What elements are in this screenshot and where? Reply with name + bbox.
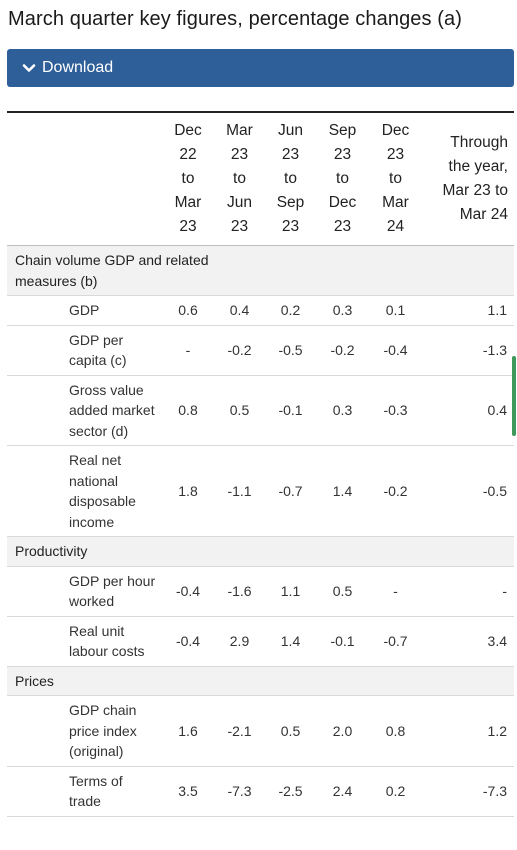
chevron-down-icon bbox=[22, 61, 36, 75]
cell-value: 1.8 bbox=[162, 445, 214, 537]
section-label: Chain volume GDP and related measures (b… bbox=[15, 252, 209, 289]
download-label: Download bbox=[42, 59, 114, 76]
table-row: GDP per capita (c) - -0.2 -0.5 -0.2 -0.4… bbox=[7, 325, 514, 376]
cell-value: -0.5 bbox=[422, 445, 514, 537]
cell-value: 1.2 bbox=[422, 695, 514, 767]
cell-value: - bbox=[162, 325, 214, 376]
cell-value: 1.6 bbox=[162, 695, 214, 767]
cell-value: 1.1 bbox=[422, 295, 514, 326]
cell-value: 2.0 bbox=[316, 695, 369, 767]
cell-value: -0.2 bbox=[316, 325, 369, 376]
cell-value: -0.5 bbox=[265, 325, 316, 376]
header-blank bbox=[7, 112, 162, 246]
download-button[interactable]: Download bbox=[7, 49, 514, 87]
section-row: Chain volume GDP and related measures (b… bbox=[7, 245, 514, 296]
row-label: Gross value added market sector (d) bbox=[7, 375, 162, 446]
column-header: Mar 23 to Jun 23 bbox=[214, 112, 265, 246]
cell-value: 0.2 bbox=[265, 295, 316, 326]
cell-value: 1.1 bbox=[265, 566, 316, 617]
cell-value: - bbox=[422, 566, 514, 617]
cell-value: 0.3 bbox=[316, 295, 369, 326]
row-label: Terms of trade bbox=[7, 766, 162, 817]
scroll-indicator[interactable] bbox=[512, 356, 516, 436]
row-label: Real net national disposable income bbox=[7, 445, 162, 537]
column-header: Sep 23 to Dec 23 bbox=[316, 112, 369, 246]
cell-value: -2.1 bbox=[214, 695, 265, 767]
table-row: Gross value added market sector (d) 0.8 … bbox=[7, 375, 514, 446]
cell-value: 0.2 bbox=[369, 766, 422, 817]
header-row: Dec 22 to Mar 23 Mar 23 to Jun 23 Jun 23 to Sep 23 S… bbox=[7, 112, 514, 246]
cell-value: -0.7 bbox=[369, 616, 422, 667]
cell-value: -0.4 bbox=[162, 616, 214, 667]
column-header: Dec 23 to Mar 24 bbox=[369, 112, 422, 246]
cell-value: 3.4 bbox=[422, 616, 514, 667]
cell-value: 0.8 bbox=[162, 375, 214, 446]
cell-value: 0.6 bbox=[162, 295, 214, 326]
cell-value: -0.3 bbox=[369, 375, 422, 446]
table-row: Terms of trade 3.5 -7.3 -2.5 2.4 0.2 -7.… bbox=[7, 766, 514, 817]
cell-value: -0.4 bbox=[162, 566, 214, 617]
section-label: Prices bbox=[15, 672, 54, 689]
cell-value: -1.3 bbox=[422, 325, 514, 376]
column-header: Dec 22 to Mar 23 bbox=[162, 112, 214, 246]
cell-value: -0.1 bbox=[316, 616, 369, 667]
column-header: Jun 23 to Sep 23 bbox=[265, 112, 316, 246]
column-header-through-year: Through the year, Mar 23 to Mar 24 bbox=[422, 112, 514, 246]
section-row: Productivity bbox=[7, 536, 514, 567]
table-row: Real unit labour costs -0.4 2.9 1.4 -0.1… bbox=[7, 616, 514, 667]
cell-value: -0.2 bbox=[369, 445, 422, 537]
cell-value: 0.5 bbox=[316, 566, 369, 617]
key-figures-table: Dec 22 to Mar 23 Mar 23 to Jun 23 Jun 23 to Sep 23 S… bbox=[7, 111, 514, 817]
cell-value: -0.1 bbox=[265, 375, 316, 446]
cell-value: 0.5 bbox=[214, 375, 265, 446]
cell-value: - bbox=[369, 566, 422, 617]
cell-value: 0.4 bbox=[214, 295, 265, 326]
row-label: GDP chain price index (original) bbox=[7, 695, 162, 767]
table-row: GDP per hour worked -0.4 -1.6 1.1 0.5 - … bbox=[7, 566, 514, 617]
cell-value: 0.3 bbox=[316, 375, 369, 446]
cell-value: 2.9 bbox=[214, 616, 265, 667]
table-row: Real net national disposable income 1.8 … bbox=[7, 445, 514, 537]
cell-value: 2.4 bbox=[316, 766, 369, 817]
cell-value: 0.4 bbox=[422, 375, 514, 446]
cell-value: -0.4 bbox=[369, 325, 422, 376]
table-row: GDP chain price index (original) 1.6 -2.… bbox=[7, 695, 514, 767]
cell-value: -1.1 bbox=[214, 445, 265, 537]
cell-value: -1.6 bbox=[214, 566, 265, 617]
row-label: GDP per capita (c) bbox=[7, 325, 162, 376]
table-row: GDP 0.6 0.4 0.2 0.3 0.1 1.1 bbox=[7, 295, 514, 326]
row-label: GDP bbox=[7, 295, 162, 326]
row-label: Real unit labour costs bbox=[7, 616, 162, 667]
cell-value: 1.4 bbox=[316, 445, 369, 537]
cell-value: -7.3 bbox=[214, 766, 265, 817]
cell-value: 0.1 bbox=[369, 295, 422, 326]
page-title: March quarter key figures, percentage ch… bbox=[8, 8, 463, 30]
cell-value: 0.8 bbox=[369, 695, 422, 767]
section-row: Prices bbox=[7, 666, 514, 696]
cell-value: 3.5 bbox=[162, 766, 214, 817]
section-label: Productivity bbox=[15, 543, 88, 559]
cell-value: 0.5 bbox=[265, 695, 316, 767]
cell-value: 1.4 bbox=[265, 616, 316, 667]
cell-value: -2.5 bbox=[265, 766, 316, 817]
cell-value: -7.3 bbox=[422, 766, 514, 817]
cell-value: -0.2 bbox=[214, 325, 265, 376]
row-label: GDP per hour worked bbox=[7, 566, 162, 617]
cell-value: -0.7 bbox=[265, 445, 316, 537]
